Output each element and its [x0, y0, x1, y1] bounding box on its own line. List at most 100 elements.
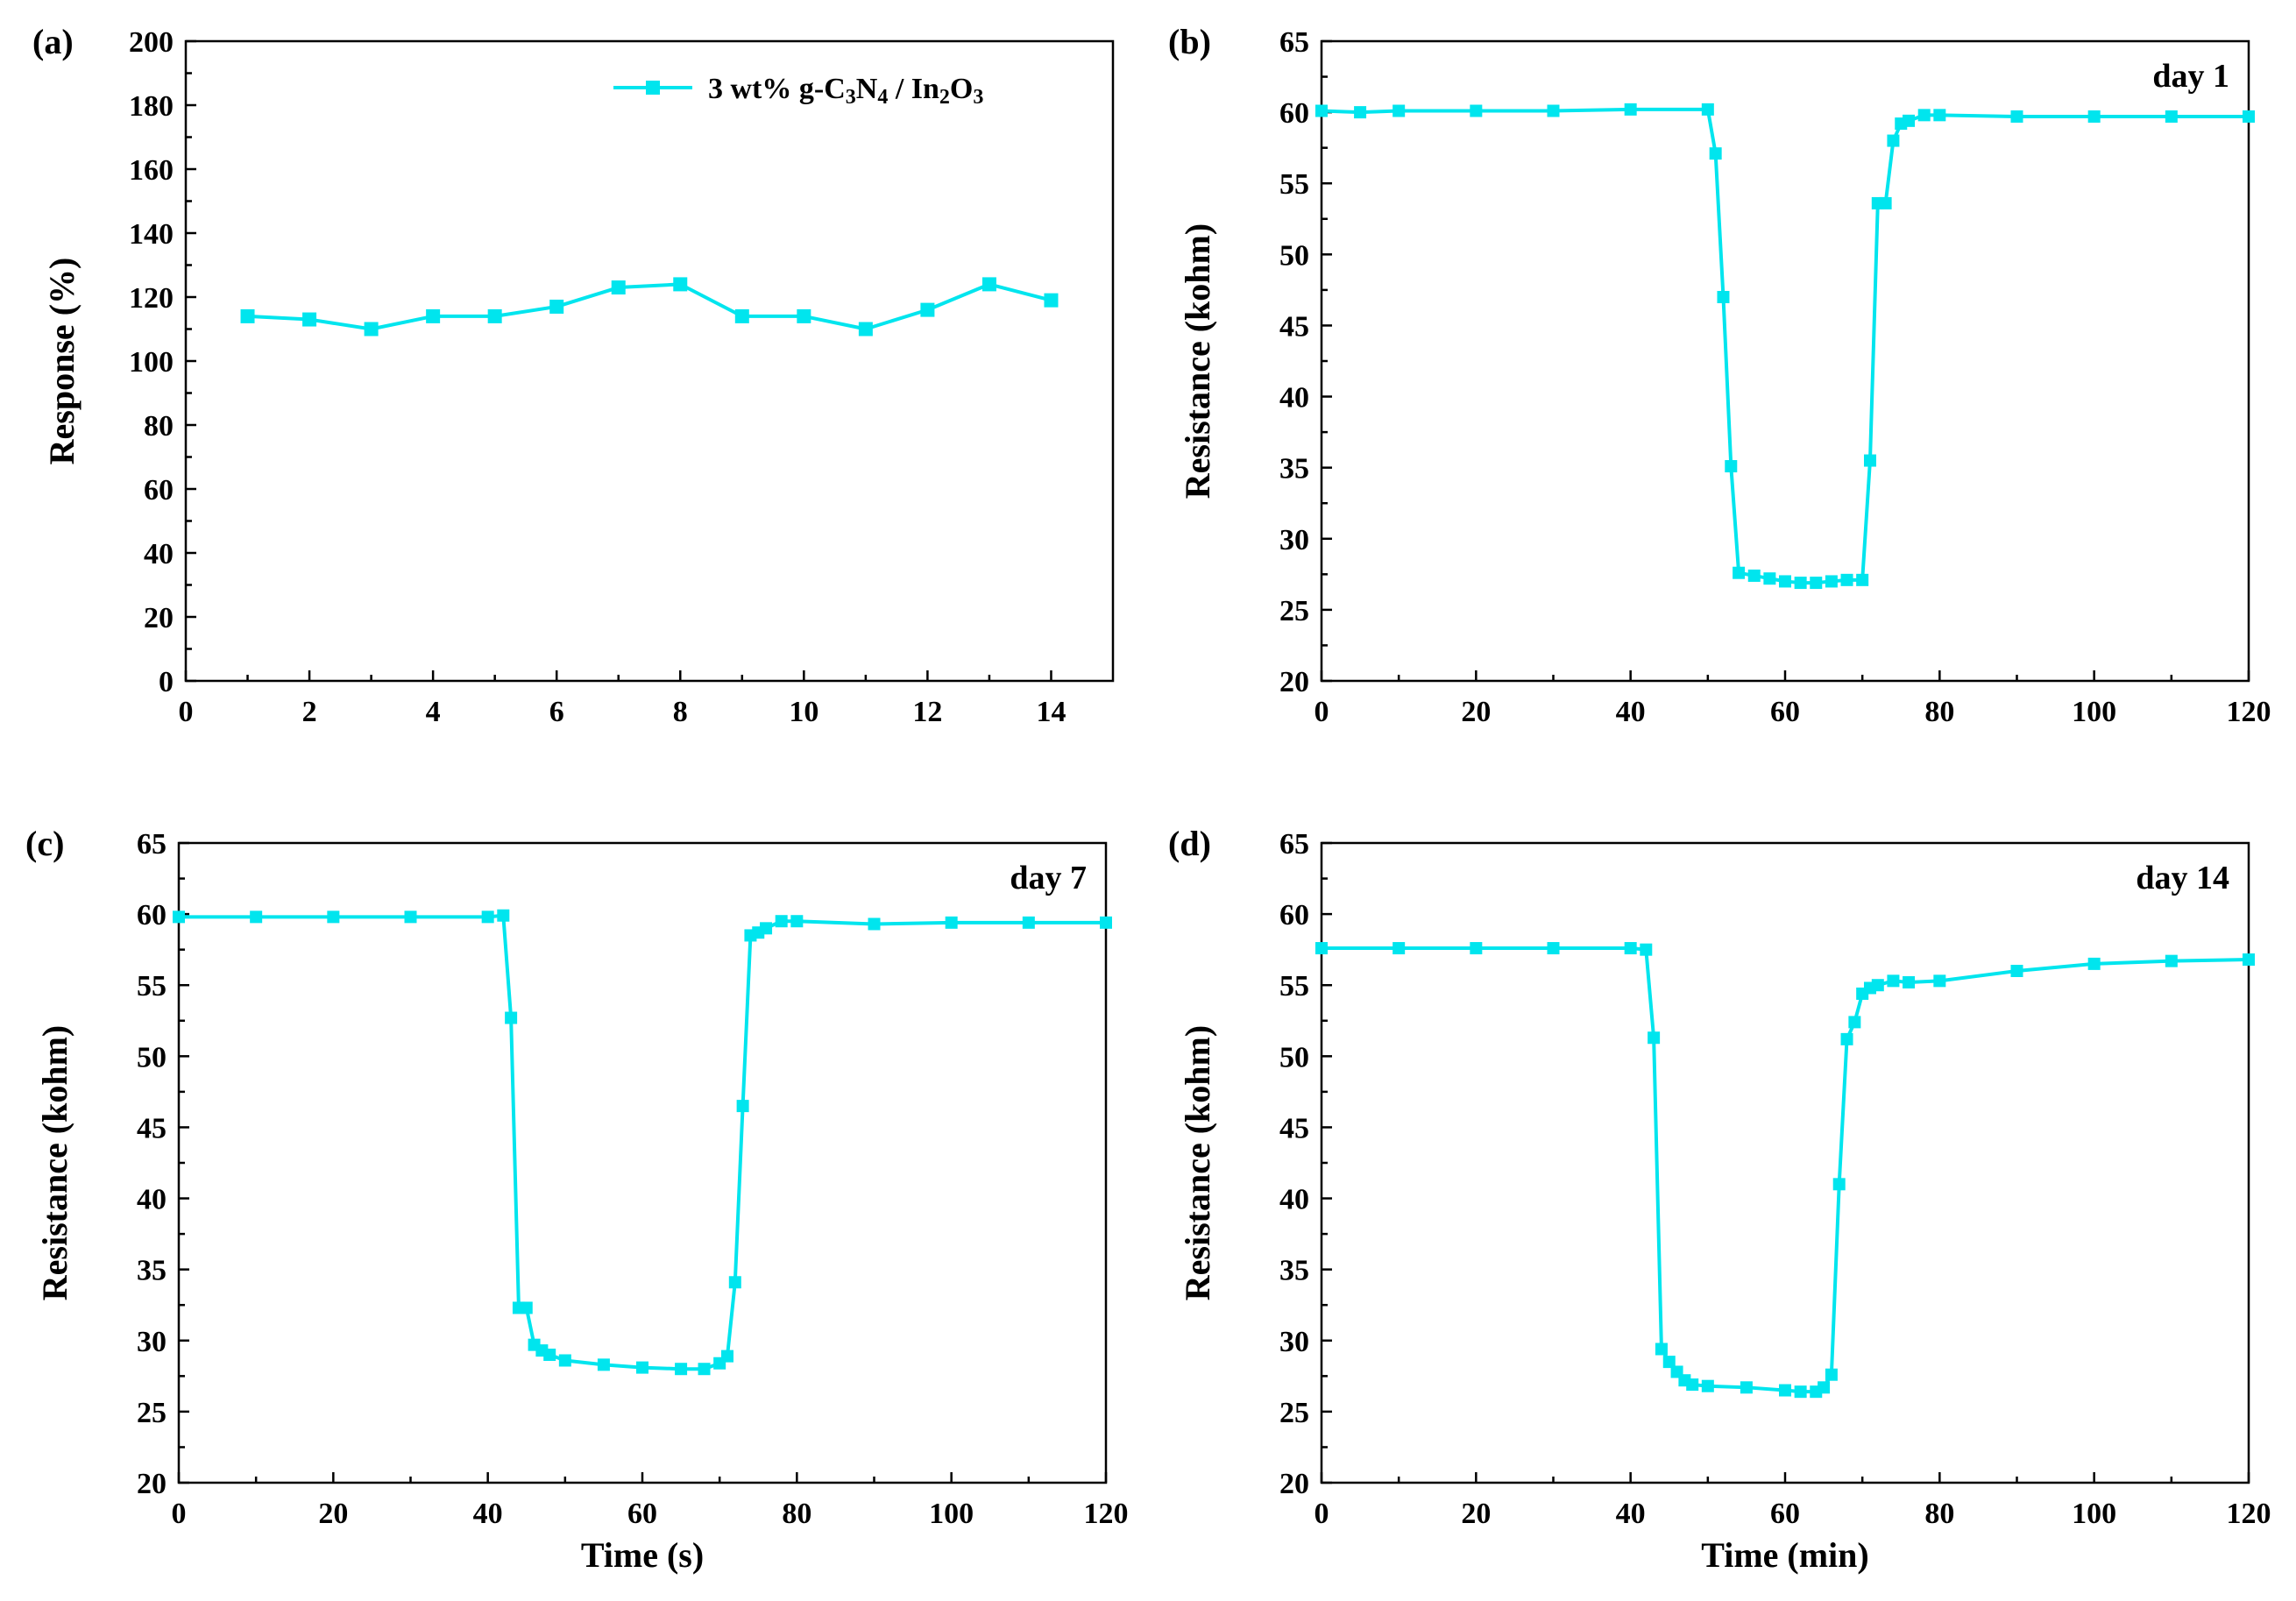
x-tick-label: 20 — [318, 1498, 348, 1530]
data-point — [173, 910, 185, 924]
y-tick-label: 40 — [1279, 382, 1309, 414]
data-point — [1903, 975, 1916, 988]
data-point — [797, 308, 811, 323]
legend-subscript: 3 — [973, 86, 983, 109]
data-point — [1717, 291, 1730, 303]
data-point — [1832, 1178, 1846, 1191]
y-tick-label: 55 — [1279, 970, 1309, 1002]
y-tick-label: 45 — [1279, 1112, 1309, 1144]
data-point — [1315, 942, 1328, 955]
y-tick-label: 25 — [137, 1397, 167, 1429]
series-line — [179, 913, 1106, 1371]
data-point — [1354, 106, 1367, 119]
y-tick-label: 80 — [144, 410, 174, 443]
data-point — [327, 910, 340, 924]
x-tick-label: 40 — [1616, 696, 1646, 728]
data-point — [2087, 957, 2101, 970]
data-point — [1044, 293, 1059, 308]
y-tick-label: 60 — [1279, 899, 1309, 932]
data-point — [543, 1349, 556, 1361]
data-point — [1794, 577, 1807, 590]
data-point — [734, 308, 749, 323]
y-tick-label: 100 — [129, 346, 174, 379]
data-point — [1315, 104, 1328, 117]
x-tick-label: 40 — [473, 1498, 503, 1530]
y-tick-label: 65 — [1279, 828, 1309, 861]
data-point — [1686, 1378, 1699, 1392]
data-point — [675, 1363, 688, 1376]
plot-frame — [177, 841, 1108, 1484]
panel-d: 0 20 40 60 80 100 12020253035404550556065Resis… — [1168, 824, 2271, 1575]
data-point — [1740, 1381, 1753, 1394]
legend-text-part: N — [856, 73, 878, 105]
data-point — [1917, 109, 1931, 122]
y-tick-label: 60 — [137, 899, 167, 932]
data-point — [636, 1361, 648, 1374]
x-tick-label: 100 — [2072, 696, 2116, 728]
data-point — [611, 280, 626, 295]
x-tick-label: 120 — [2227, 696, 2271, 728]
data-point — [1794, 1385, 1807, 1399]
y-tick-label: 25 — [1279, 1397, 1309, 1429]
x-axis-title: Time (s) — [581, 1535, 704, 1575]
data-point — [981, 277, 996, 292]
y-tick-label: 35 — [137, 1255, 167, 1287]
data-point — [1747, 569, 1761, 582]
data-point — [1879, 196, 1892, 209]
data-point — [1933, 109, 1946, 122]
data-point — [1840, 1032, 1853, 1045]
panel-label: (d) — [1168, 824, 1211, 863]
data-point — [920, 302, 935, 317]
data-point — [1392, 104, 1406, 117]
data-point — [1933, 974, 1946, 988]
y-tick-label: 50 — [1279, 239, 1309, 272]
data-point — [1624, 103, 1637, 116]
data-point — [1100, 916, 1112, 929]
data-point — [1648, 1031, 1661, 1045]
data-point — [1825, 1368, 1838, 1381]
data-point — [302, 312, 317, 327]
y-tick-label: 0 — [159, 666, 174, 698]
data-point — [520, 1301, 533, 1314]
y-axis-title: Response (%) — [42, 258, 81, 465]
data-point — [1640, 943, 1653, 956]
y-tick-label: 60 — [1279, 97, 1309, 130]
data-point — [1022, 916, 1035, 929]
day-annotation: day 7 — [1010, 860, 1087, 896]
data-point — [1887, 974, 1900, 988]
y-tick-label: 200 — [129, 26, 174, 59]
x-tick-label: 120 — [2227, 1498, 2271, 1530]
y-tick-label: 140 — [129, 218, 174, 251]
y-tick-label: 180 — [129, 90, 174, 123]
series-line — [1321, 107, 2249, 585]
y-axis-title: Resistance (kohm) — [1178, 223, 1217, 499]
y-tick-label: 20 — [1279, 666, 1309, 698]
y-tick-label: 35 — [1279, 1255, 1309, 1287]
x-tick-label: 0 — [1315, 696, 1329, 728]
x-axis-title: Time (min) — [1701, 1535, 1868, 1575]
panel-label: (b) — [1168, 22, 1211, 61]
data-point — [1779, 575, 1791, 588]
y-tick-label: 160 — [129, 154, 174, 187]
data-point — [1725, 460, 1738, 473]
x-tick-label: 20 — [1461, 696, 1491, 728]
x-tick-label: 6 — [549, 696, 564, 728]
data-point — [1863, 454, 1876, 467]
data-point — [2165, 110, 2178, 123]
data-point — [1701, 1379, 1714, 1392]
data-point — [250, 910, 263, 924]
x-tick-label: 10 — [789, 696, 818, 728]
data-point — [858, 322, 873, 336]
x-tick-label: 80 — [782, 1498, 811, 1530]
x-tick-label: 60 — [1770, 1498, 1800, 1530]
data-point — [2010, 110, 2023, 123]
data-point — [2087, 110, 2101, 123]
y-tick-label: 30 — [1279, 1326, 1309, 1358]
data-point — [364, 322, 379, 336]
data-point — [1871, 979, 1884, 992]
y-tick-label: 55 — [1279, 168, 1309, 201]
data-point — [240, 308, 255, 323]
data-point — [1887, 134, 1900, 147]
x-tick-label: 60 — [627, 1498, 657, 1530]
x-tick-label: 12 — [912, 696, 942, 728]
